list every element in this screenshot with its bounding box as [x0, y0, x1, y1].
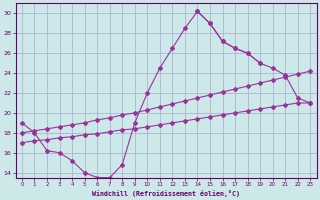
X-axis label: Windchill (Refroidissement éolien,°C): Windchill (Refroidissement éolien,°C) — [92, 190, 240, 197]
